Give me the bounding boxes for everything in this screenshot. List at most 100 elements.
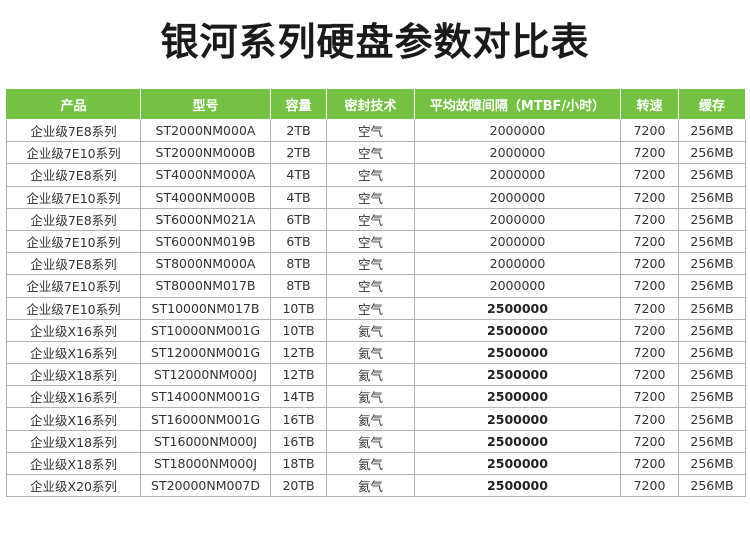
table-row: 企业级7E8系列 ST4000NM000A 4TB 空气 2000000 7200 256M… — [6, 163, 746, 187]
cell-product: 企业级X16系列 — [6, 318, 141, 342]
cell-rpm: 7200 — [620, 118, 679, 143]
cell-product: 企业级X16系列 — [6, 407, 141, 431]
cell-model: ST2000NM000B — [140, 141, 271, 165]
cell-cache: 256MB — [678, 274, 746, 298]
cell-model: ST12000NM000J — [140, 363, 271, 387]
cell-mtbf: 2000000 — [414, 141, 621, 165]
cell-rpm: 7200 — [620, 318, 679, 342]
cell-mtbf: 2500000 — [414, 296, 621, 320]
cell-seal-tech: 空气 — [326, 118, 415, 143]
header-product: 产品 — [6, 88, 141, 120]
table-row: 企业级X16系列 ST10000NM001G 10TB 氦气 2500000 7200 25… — [6, 318, 746, 342]
cell-product: 企业级7E10系列 — [6, 229, 141, 254]
table-row: 企业级7E10系列 ST4000NM000B 4TB 空气 2000000 7200 256… — [6, 185, 746, 209]
cell-cache: 256MB — [678, 473, 746, 498]
cell-rpm: 7200 — [620, 229, 679, 254]
header-mtbf: 平均故障间隔（MTBF/小时） — [414, 88, 621, 120]
spec-comparison-table: 产品 型号 容量 密封技术 平均故障间隔（MTBF/小时） 转速 缓存 企业级7… — [6, 88, 746, 498]
cell-product: 企业级X16系列 — [6, 385, 141, 409]
cell-cache: 256MB — [678, 185, 746, 209]
cell-capacity: 16TB — [270, 429, 327, 453]
cell-mtbf: 2000000 — [414, 163, 621, 187]
cell-rpm: 7200 — [620, 185, 679, 209]
cell-rpm: 7200 — [620, 385, 679, 409]
cell-cache: 256MB — [678, 385, 746, 409]
cell-model: ST12000NM001G — [140, 340, 271, 365]
cell-mtbf: 2500000 — [414, 451, 621, 476]
cell-model: ST10000NM017B — [140, 296, 271, 320]
cell-cache: 256MB — [678, 252, 746, 276]
cell-rpm: 7200 — [620, 451, 679, 476]
cell-seal-tech: 空气 — [326, 252, 415, 276]
cell-seal-tech: 空气 — [326, 185, 415, 209]
cell-rpm: 7200 — [620, 274, 679, 298]
cell-seal-tech: 氦气 — [326, 429, 415, 453]
table-row: 企业级7E8系列 ST6000NM021A 6TB 空气 2000000 7200 256M… — [6, 207, 746, 231]
cell-seal-tech: 空气 — [326, 296, 415, 320]
cell-product: 企业级X16系列 — [6, 340, 141, 365]
cell-seal-tech: 空气 — [326, 163, 415, 187]
table-header-row: 产品 型号 容量 密封技术 平均故障间隔（MTBF/小时） 转速 缓存 — [6, 88, 746, 120]
cell-product: 企业级7E10系列 — [6, 141, 141, 165]
table-row: 企业级7E8系列 ST2000NM000A 2TB 空气 2000000 7200 256M… — [6, 118, 746, 143]
table-row: 企业级X16系列 ST16000NM001G 16TB 氦气 2500000 7200 25… — [6, 407, 746, 431]
cell-mtbf: 2000000 — [414, 185, 621, 209]
header-seal-tech: 密封技术 — [326, 88, 415, 120]
cell-capacity: 2TB — [270, 141, 327, 165]
cell-seal-tech: 氦气 — [326, 473, 415, 498]
cell-model: ST16000NM001G — [140, 407, 271, 431]
cell-cache: 256MB — [678, 340, 746, 365]
cell-capacity: 8TB — [270, 252, 327, 276]
cell-capacity: 10TB — [270, 296, 327, 320]
cell-cache: 256MB — [678, 207, 746, 231]
cell-mtbf: 2500000 — [414, 429, 621, 453]
cell-cache: 256MB — [678, 407, 746, 431]
cell-model: ST6000NM021A — [140, 207, 271, 231]
cell-model: ST4000NM000B — [140, 185, 271, 209]
cell-rpm: 7200 — [620, 141, 679, 165]
cell-product: 企业级X18系列 — [6, 429, 141, 453]
cell-capacity: 4TB — [270, 163, 327, 187]
cell-model: ST10000NM001G — [140, 318, 271, 342]
header-capacity: 容量 — [270, 88, 327, 120]
cell-mtbf: 2000000 — [414, 229, 621, 254]
cell-cache: 256MB — [678, 363, 746, 387]
header-cache: 缓存 — [678, 88, 746, 120]
cell-mtbf: 2000000 — [414, 274, 621, 298]
cell-product: 企业级7E10系列 — [6, 274, 141, 298]
cell-rpm: 7200 — [620, 363, 679, 387]
table-row: 企业级X18系列 ST18000NM000J 18TB 氦气 2500000 7200 25… — [6, 451, 746, 476]
cell-capacity: 4TB — [270, 185, 327, 209]
cell-mtbf: 2500000 — [414, 363, 621, 387]
cell-mtbf: 2500000 — [414, 473, 621, 498]
cell-rpm: 7200 — [620, 252, 679, 276]
cell-capacity: 14TB — [270, 385, 327, 409]
cell-mtbf: 2500000 — [414, 407, 621, 431]
cell-mtbf: 2500000 — [414, 340, 621, 365]
cell-cache: 256MB — [678, 141, 746, 165]
table-row: 企业级X16系列 ST14000NM001G 14TB 氦气 2500000 7200 25… — [6, 385, 746, 409]
table-row: 企业级7E8系列 ST8000NM000A 8TB 空气 2000000 7200 256M… — [6, 252, 746, 276]
cell-cache: 256MB — [678, 118, 746, 143]
cell-product: 企业级X20系列 — [6, 473, 141, 498]
table-row: 企业级7E10系列 ST2000NM000B 2TB 空气 2000000 7200 256… — [6, 141, 746, 165]
cell-capacity: 18TB — [270, 451, 327, 476]
table-row: 企业级7E10系列 ST6000NM019B 6TB 空气 2000000 7200 256… — [6, 229, 746, 254]
cell-model: ST6000NM019B — [140, 229, 271, 254]
cell-model: ST14000NM001G — [140, 385, 271, 409]
cell-seal-tech: 氦气 — [326, 363, 415, 387]
cell-rpm: 7200 — [620, 163, 679, 187]
table-row: 企业级7E10系列 ST8000NM017B 8TB 空气 2000000 7200 256… — [6, 274, 746, 298]
cell-model: ST8000NM017B — [140, 274, 271, 298]
table-row: 企业级X18系列 ST16000NM000J 16TB 氦气 2500000 7200 25… — [6, 429, 746, 453]
cell-capacity: 8TB — [270, 274, 327, 298]
cell-rpm: 7200 — [620, 429, 679, 453]
cell-seal-tech: 空气 — [326, 207, 415, 231]
cell-mtbf: 2000000 — [414, 252, 621, 276]
cell-seal-tech: 氦气 — [326, 451, 415, 476]
table-row: 企业级7E10系列 ST10000NM017B 10TB 空气 2500000 7200 2… — [6, 296, 746, 320]
cell-product: 企业级X18系列 — [6, 363, 141, 387]
cell-rpm: 7200 — [620, 296, 679, 320]
cell-product: 企业级7E10系列 — [6, 296, 141, 320]
cell-rpm: 7200 — [620, 340, 679, 365]
